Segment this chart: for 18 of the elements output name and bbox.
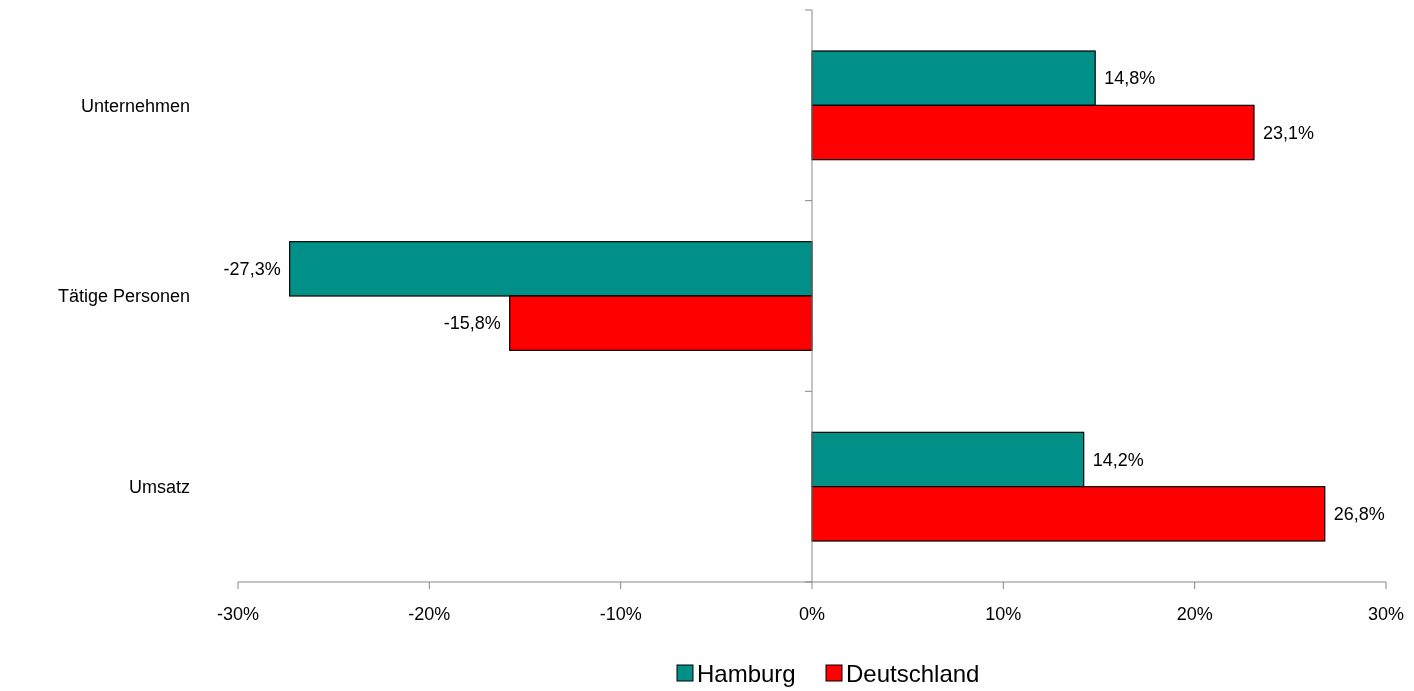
data-label: 26,8%	[1333, 504, 1385, 525]
y-tick-label: Tätige Personen	[57, 286, 190, 307]
y-tick-label: Unternehmen	[80, 95, 190, 116]
x-tick-label: -10%	[599, 604, 642, 624]
x-tick-label: 30%	[1367, 604, 1405, 624]
x-tick-label: -30%	[216, 604, 260, 624]
data-label: 14,8%	[1104, 68, 1156, 89]
x-tick-label: -20%	[408, 604, 451, 624]
y-tick-label: Umsatz	[128, 476, 190, 497]
data-label: 23,1%	[1262, 122, 1315, 143]
data-label: -27,3%	[223, 259, 281, 280]
legend-label: Deutschland	[846, 660, 980, 688]
legend-label: Hamburg	[697, 660, 796, 688]
x-tick-label: 10%	[985, 604, 1022, 624]
x-tick-label: 20%	[1176, 604, 1213, 624]
x-tick-label: 0%	[798, 604, 826, 624]
data-label: -15,8%	[443, 313, 501, 334]
data-label: 14,2%	[1092, 449, 1144, 470]
